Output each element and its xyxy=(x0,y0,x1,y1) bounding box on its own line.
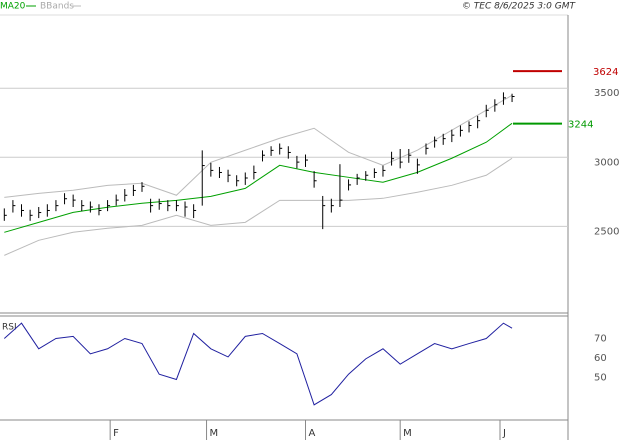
level-label: 3624 xyxy=(593,67,618,78)
legend-bbands: BBands xyxy=(40,2,74,12)
legend-ma: MA20 xyxy=(0,2,26,12)
x-tick-label: M xyxy=(210,428,219,439)
rsi-title: RSI xyxy=(2,323,17,333)
y-tick-label: 50 xyxy=(594,372,607,383)
y-tick-label: 2500 xyxy=(594,226,619,237)
y-tick-label: 3000 xyxy=(594,157,619,168)
x-tick-label: J xyxy=(502,428,506,439)
x-tick-label: A xyxy=(309,428,316,439)
x-tick-label: M xyxy=(403,428,412,439)
bband-lower xyxy=(4,157,513,256)
rsi-line xyxy=(3,322,513,406)
x-tick-label: F xyxy=(113,428,119,439)
y-tick-label: 70 xyxy=(594,334,607,345)
y-tick-label: 60 xyxy=(594,353,607,364)
copyright: © TEC 8/6/2025 3:0 GMT xyxy=(462,2,577,12)
y-tick-label: 3500 xyxy=(594,88,619,99)
level-label: 3244 xyxy=(568,120,593,131)
